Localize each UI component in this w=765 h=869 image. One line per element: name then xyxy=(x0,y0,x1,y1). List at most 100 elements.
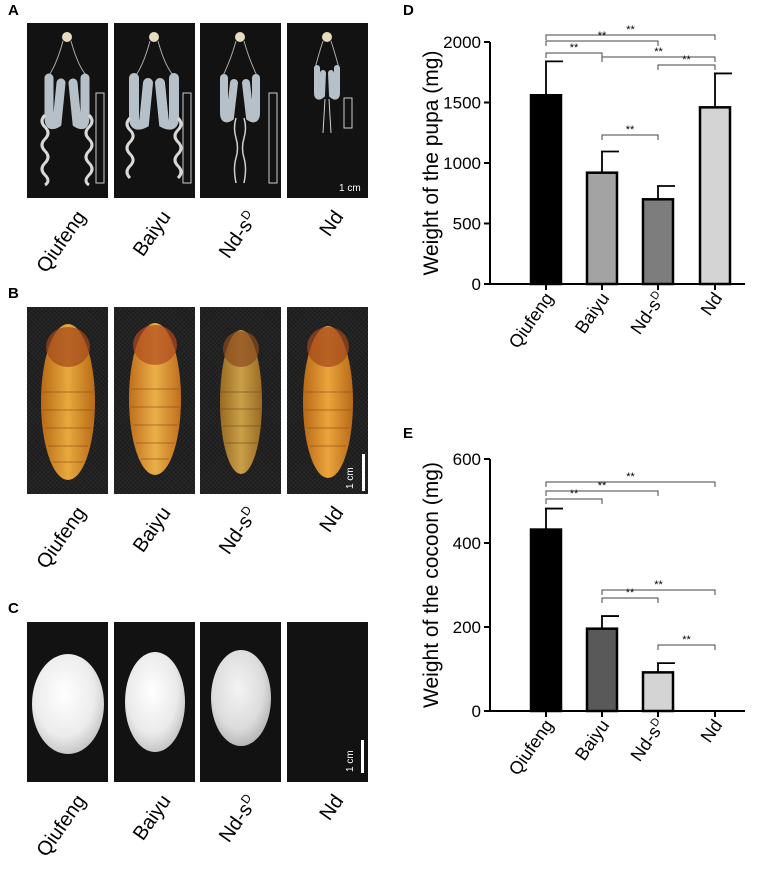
cocoon-photo-baiyu xyxy=(114,622,195,782)
significance-bracket: ** xyxy=(545,471,716,487)
bar xyxy=(585,171,619,286)
y-axis-label: Weight of the pupa (mg) xyxy=(420,51,443,276)
bracket-line xyxy=(545,40,659,46)
significance-bracket: ** xyxy=(545,480,659,496)
pupa-photo-qiufeng xyxy=(27,307,108,494)
sample-label-nd-sd: Nd-sD xyxy=(215,207,258,263)
y-tick-label: 400 xyxy=(453,534,481,553)
pupa-image xyxy=(303,326,365,491)
bracket-line xyxy=(545,490,659,496)
silk-gland-photo-baiyu xyxy=(114,23,195,198)
bracket-line xyxy=(601,589,716,595)
cocoon-weight-chart: 0 200 400 600 Weight of the cocoon (mg) Qiufe… xyxy=(420,450,745,779)
sample-label-nd-sd: Nd-sD xyxy=(215,503,258,559)
x-tick-label: Baiyu xyxy=(571,289,613,337)
significance-label: ** xyxy=(626,471,635,483)
panel-letter-c: C xyxy=(8,600,19,617)
pupa-image xyxy=(41,324,95,480)
cocoon-image xyxy=(361,740,364,773)
significance-label: ** xyxy=(570,488,579,500)
x-tick-label: Nd xyxy=(697,289,727,319)
cocoon-photo-qiufeng xyxy=(27,622,108,782)
significance-label: ** xyxy=(626,24,635,36)
cocoon-image xyxy=(211,650,271,746)
bracket-line xyxy=(545,498,603,504)
significance-bracket: ** xyxy=(657,634,716,650)
bracket-line xyxy=(657,644,716,650)
significance-bracket: ** xyxy=(545,24,716,40)
significance-bracket: ** xyxy=(545,488,603,504)
significance-bracket: ** xyxy=(601,579,716,595)
pupa-image xyxy=(220,330,262,474)
sample-label-baiyu: Baiyu xyxy=(128,790,176,845)
y-tick-label: 500 xyxy=(453,215,481,234)
bracket-line xyxy=(545,52,603,58)
sample-label-nd-sd: Nd-sD xyxy=(215,791,258,847)
significance-label: ** xyxy=(682,54,691,66)
pupa-photo-nd: 1 cm xyxy=(287,307,368,494)
y-tick-label: 0 xyxy=(472,702,481,721)
y-tick-label: 0 xyxy=(472,275,481,294)
x-tick-label: Nd-sD xyxy=(627,716,670,765)
bracket-line xyxy=(601,134,659,140)
sample-label-qiufeng: Qiufeng xyxy=(32,502,91,573)
cocoon-photo-nd-sd xyxy=(200,622,281,782)
significance-label: ** xyxy=(682,634,691,646)
bar xyxy=(641,198,675,286)
significance-bracket: ** xyxy=(657,54,716,70)
bracket-line xyxy=(545,34,716,40)
significance-label: ** xyxy=(654,579,663,591)
bar xyxy=(585,627,619,713)
silk-gland-photo-nd: 1 cm xyxy=(287,23,368,198)
x-tick-label: Qiufeng xyxy=(505,716,558,779)
x-tick-label: Nd xyxy=(697,716,727,746)
sample-label-qiufeng: Qiufeng xyxy=(32,790,91,861)
y-tick-label: 200 xyxy=(453,618,481,637)
bar xyxy=(529,93,563,286)
pupa-photo-nd-sd xyxy=(200,307,281,494)
bracket-line xyxy=(657,64,716,70)
bar xyxy=(698,106,732,286)
sample-label-nd: Nd xyxy=(315,790,349,825)
x-tick-label: Qiufeng xyxy=(505,289,558,352)
cocoon-photo-nd: 1 cm xyxy=(287,622,368,782)
bracket-line xyxy=(601,597,659,603)
significance-label: ** xyxy=(626,587,635,599)
silk-gland-photo-qiufeng xyxy=(27,23,108,198)
sample-label-qiufeng: Qiufeng xyxy=(32,206,91,277)
significance-bracket: ** xyxy=(601,587,659,603)
silk-gland-image xyxy=(220,32,278,184)
silk-gland-image xyxy=(125,32,192,184)
panel-letter-d: D xyxy=(403,2,414,19)
significance-label: ** xyxy=(598,480,607,492)
scale-bar-label: 1 cm xyxy=(345,467,356,489)
scale-bar-label: 1 cm xyxy=(345,750,356,772)
x-tick-label: Baiyu xyxy=(571,716,613,764)
significance-bracket: ** xyxy=(545,30,659,46)
cocoon-image xyxy=(125,652,185,752)
bracket-line xyxy=(601,56,716,62)
bar xyxy=(641,671,675,713)
significance-bracket: ** xyxy=(601,46,716,62)
significance-label: ** xyxy=(654,46,663,58)
significance-bracket: ** xyxy=(545,42,603,58)
y-tick-label: 2000 xyxy=(443,33,481,52)
pupa-image xyxy=(129,323,181,475)
bracket-line xyxy=(545,481,716,487)
silk-gland-photo-nd-sd xyxy=(200,23,281,198)
significance-bracket: ** xyxy=(601,124,659,140)
x-tick-label: Nd-sD xyxy=(627,289,670,338)
y-tick-label: 1000 xyxy=(443,154,481,173)
panel-letter-a: A xyxy=(8,2,19,19)
pupa-photo-baiyu xyxy=(114,307,195,494)
scale-bar-label: 1 cm xyxy=(339,183,361,194)
silk-gland-image xyxy=(314,32,353,134)
cocoon-image xyxy=(32,654,104,754)
sample-label-baiyu: Baiyu xyxy=(128,206,176,261)
y-tick-label: 1500 xyxy=(443,94,481,113)
bar xyxy=(529,528,563,713)
significance-label: ** xyxy=(598,30,607,42)
sample-label-baiyu: Baiyu xyxy=(128,502,176,557)
significance-label: ** xyxy=(570,42,579,54)
